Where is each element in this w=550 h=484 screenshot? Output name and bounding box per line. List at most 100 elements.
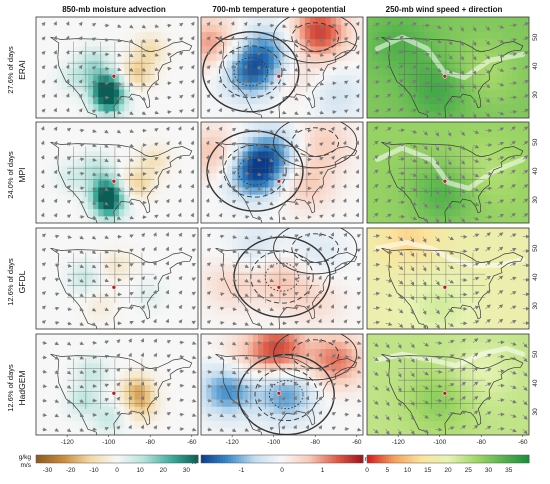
field-cell [113, 278, 120, 287]
field-cell [119, 143, 125, 152]
vector-arrow [281, 129, 287, 134]
field-cell [429, 150, 436, 159]
field-cell [356, 321, 363, 329]
field-cell [268, 194, 275, 202]
field-cell [145, 292, 151, 301]
field-cell [507, 67, 513, 76]
field-cell [77, 208, 84, 217]
field-cell [46, 103, 53, 112]
field-cell [108, 285, 115, 294]
field-cell [418, 129, 425, 138]
field-cell [517, 24, 524, 33]
field-cell [119, 172, 125, 181]
field-cell [367, 89, 373, 97]
field-cell [361, 307, 363, 316]
field-cell [320, 103, 327, 112]
field-cell [216, 201, 223, 210]
field-cell [139, 89, 146, 97]
field-cell [119, 285, 125, 294]
field-cell [155, 136, 162, 145]
vector-arrow [219, 306, 225, 311]
field-cell [413, 110, 420, 118]
field-cell [372, 53, 378, 61]
field-cell [211, 256, 218, 265]
field-cell [273, 321, 280, 329]
field-cell [41, 201, 47, 210]
vector-arrow [140, 247, 146, 252]
field-cell [134, 38, 141, 47]
field-cell [56, 264, 63, 272]
vector-arrow [294, 172, 300, 177]
field-cell [124, 307, 131, 316]
field-cell [119, 53, 125, 61]
field-cell [87, 158, 94, 166]
vector-arrow [178, 94, 184, 99]
field-cell [403, 292, 410, 301]
field-cell [320, 158, 327, 166]
field-cell [382, 45, 389, 54]
field-cell [351, 228, 358, 236]
vector-arrow [385, 213, 392, 218]
vector-arrow [154, 52, 160, 57]
vector-arrow [330, 198, 335, 204]
field-cell [196, 150, 198, 159]
vector-arrow [385, 184, 392, 189]
vector-arrow [410, 51, 417, 55]
field-cell [263, 89, 270, 97]
field-cell [413, 53, 420, 61]
field-cell [320, 17, 327, 25]
field-cell [87, 194, 94, 202]
field-cell [61, 228, 68, 236]
field-cell [232, 215, 238, 223]
field-cell [124, 201, 131, 210]
field-cell [268, 24, 275, 33]
field-cell [87, 278, 94, 287]
vector-arrow [281, 143, 287, 148]
field-cell [139, 208, 146, 217]
field-cell [87, 321, 94, 329]
field-cell [439, 110, 446, 118]
field-cell [226, 249, 233, 258]
field-cell [113, 17, 120, 25]
field-cell [392, 96, 399, 105]
field-cell [527, 194, 529, 202]
field-cell [481, 292, 488, 301]
field-cell [424, 89, 430, 97]
field-cell [450, 31, 456, 40]
field-cell [72, 89, 79, 97]
vector-arrow [91, 293, 97, 298]
field-cell [268, 165, 275, 174]
field-cell [211, 249, 218, 258]
field-cell [252, 292, 259, 301]
field-cell [517, 89, 524, 97]
field-cell [527, 31, 529, 40]
field-cell [181, 60, 188, 69]
vector-arrow [91, 278, 97, 283]
field-cell [226, 136, 233, 145]
vector-arrow [435, 97, 442, 101]
vector-arrow [447, 54, 453, 60]
vector-arrow [79, 235, 84, 240]
field-cell [196, 67, 198, 76]
field-cell [476, 201, 482, 210]
field-cell [119, 150, 125, 159]
field-cell [439, 158, 446, 166]
field-cell [372, 271, 378, 280]
field-cell [377, 17, 384, 25]
field-cell [476, 122, 482, 130]
field-cell [502, 285, 508, 294]
field-cell [216, 264, 223, 272]
field-cell [512, 264, 519, 272]
field-cell [98, 89, 105, 97]
panel-frame [366, 121, 530, 224]
vector-arrow [355, 212, 360, 218]
field-cell [216, 38, 223, 47]
field-cell [289, 278, 296, 287]
field-cell [517, 278, 524, 287]
field-cell [216, 314, 223, 323]
field-cell [119, 81, 125, 90]
field-cell [77, 285, 84, 294]
field-cell [361, 150, 363, 159]
field-cell [356, 60, 363, 69]
vector-arrow [472, 233, 480, 238]
